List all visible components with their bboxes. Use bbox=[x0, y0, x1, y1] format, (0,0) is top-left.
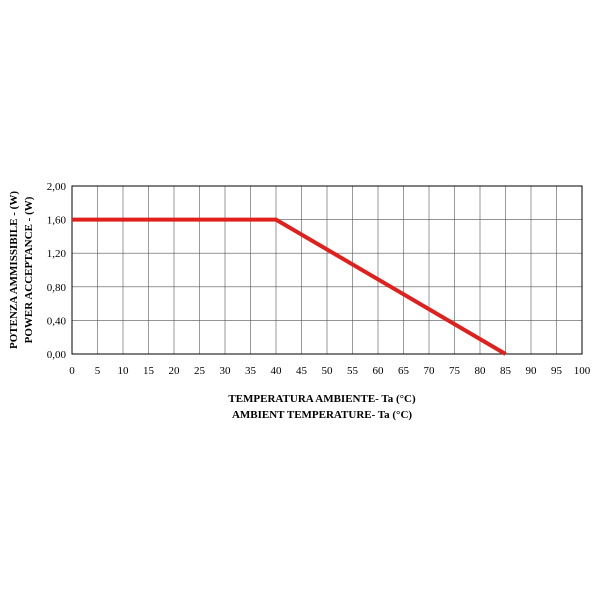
y-tick-label: 1,20 bbox=[47, 248, 67, 260]
y-tick-label: 2,00 bbox=[47, 181, 67, 193]
x-tick-label: 55 bbox=[347, 365, 359, 377]
y-tick-label: 0,80 bbox=[47, 282, 67, 294]
x-tick-label: 10 bbox=[118, 365, 130, 377]
x-axis-label-line-1: TEMPERATURA AMBIENTE- Ta (°C) bbox=[228, 393, 416, 405]
x-tick-label: 75 bbox=[449, 365, 461, 377]
x-axis-label-line-2: AMBIENT TEMPERATURE- Ta (°C) bbox=[232, 409, 412, 421]
y-tick-label: 0,00 bbox=[47, 349, 67, 361]
x-tick-label: 85 bbox=[500, 365, 512, 377]
x-tick-label: 50 bbox=[322, 365, 334, 377]
x-tick-label: 65 bbox=[398, 365, 410, 377]
x-tick-label: 90 bbox=[526, 365, 538, 377]
y-tick-label: 0,40 bbox=[47, 315, 67, 327]
x-tick-label: 80 bbox=[475, 365, 487, 377]
x-tick-label: 95 bbox=[551, 365, 563, 377]
x-tick-label: 60 bbox=[373, 365, 385, 377]
x-tick-label: 5 bbox=[95, 365, 101, 377]
y-axis-label: POTENZA AMMISSIBILE - (W) POWER ACCEPTAN… bbox=[8, 191, 35, 349]
x-tick-label: 15 bbox=[143, 365, 155, 377]
y-axis-label-line-2: POWER ACCEPTANCE - (W) bbox=[23, 196, 35, 343]
series-line bbox=[72, 217, 507, 356]
plot-frame bbox=[71, 185, 583, 355]
x-tick-label: 45 bbox=[296, 365, 308, 377]
x-tick-label: 70 bbox=[424, 365, 436, 377]
series-layer bbox=[72, 217, 507, 356]
x-tick-label: 35 bbox=[245, 365, 257, 377]
x-tick-label: 25 bbox=[194, 365, 206, 377]
x-tick-label: 30 bbox=[220, 365, 232, 377]
axis-ticks: 0 5 10 15 20 25 30 35 40 45 50 55 60 65 70 75 80 85 90 95 10… bbox=[47, 181, 591, 377]
x-tick-label: 0 bbox=[69, 365, 75, 377]
y-axis-label-line-1: POTENZA AMMISSIBILE - (W) bbox=[8, 191, 20, 349]
x-tick-label: 100 bbox=[574, 365, 591, 377]
y-tick-label: 1,60 bbox=[47, 215, 67, 227]
x-tick-label: 40 bbox=[271, 365, 283, 377]
x-tick-label: 20 bbox=[169, 365, 181, 377]
grid bbox=[72, 186, 582, 354]
